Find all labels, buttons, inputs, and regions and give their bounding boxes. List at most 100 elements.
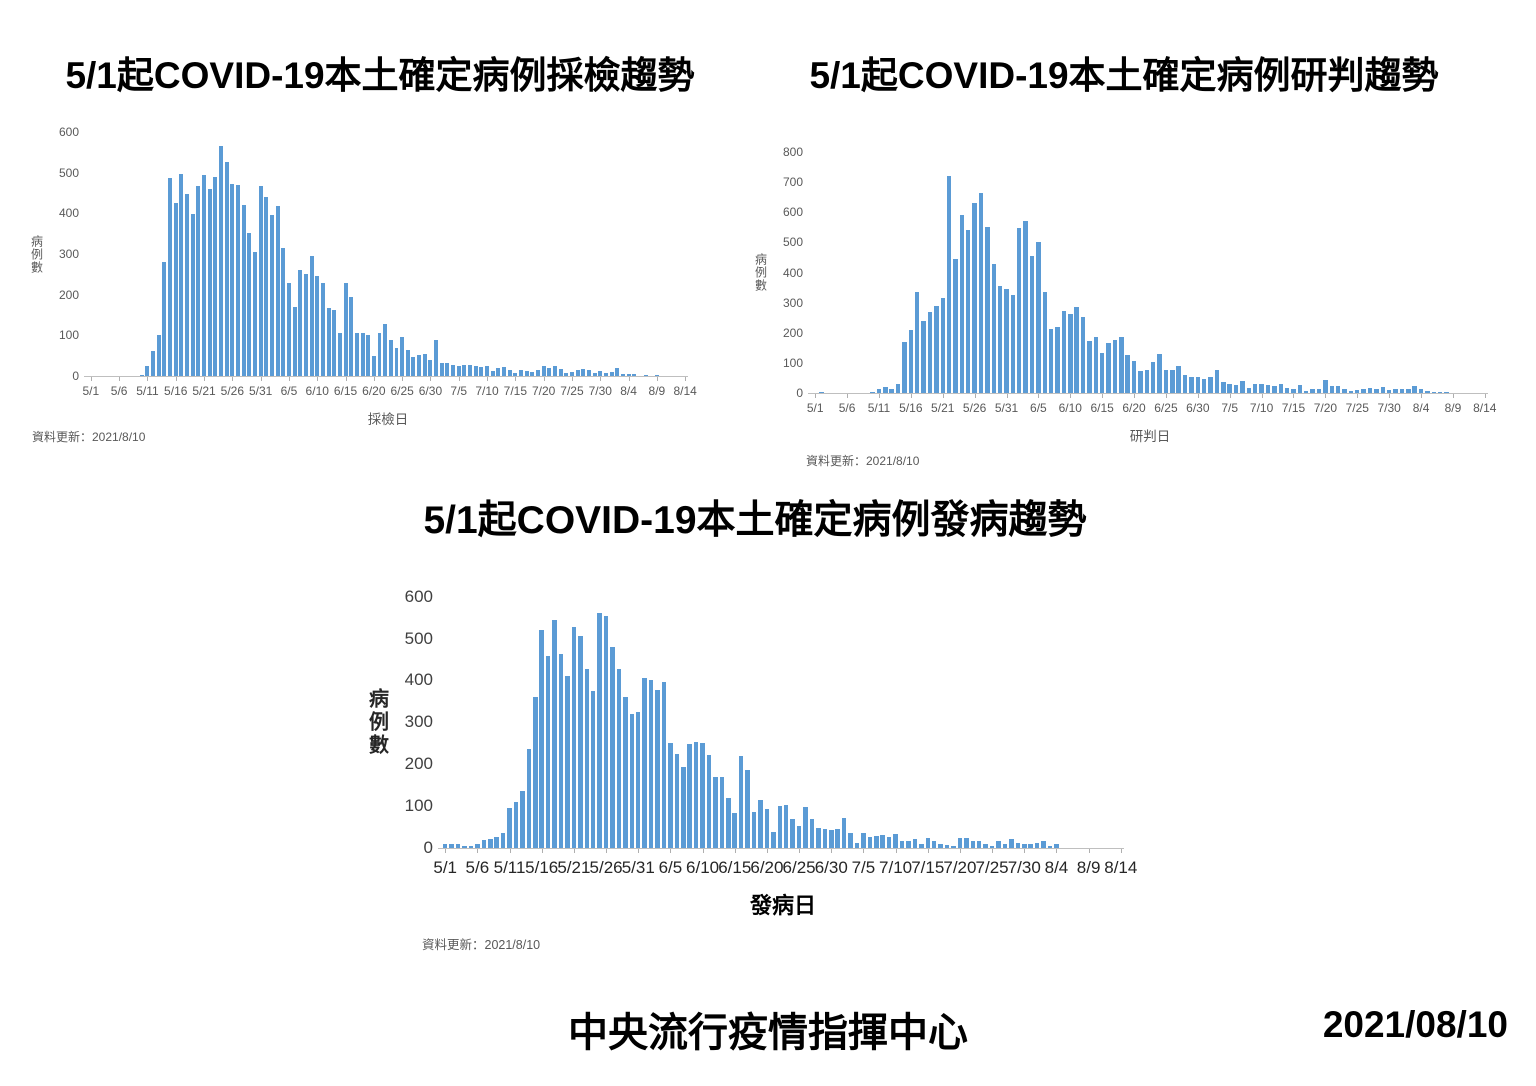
bar-5/28 — [241, 205, 246, 377]
y-tick-label: 400 — [404, 670, 433, 690]
x-tick-label: 8/9 — [1444, 401, 1462, 416]
x-tick-label: 5/31 — [621, 857, 655, 877]
bar-5/4 — [462, 845, 467, 848]
x-tick-label: 6/30 — [814, 857, 848, 877]
bar-7/3 — [445, 362, 450, 377]
x-tick-label: 8/4 — [1412, 401, 1430, 416]
bar-6/25 — [796, 825, 802, 848]
bar-5/22 — [207, 189, 212, 377]
bar-7/12 — [1272, 386, 1277, 394]
bar-5/13 — [889, 388, 894, 394]
bar-7/5 — [1227, 384, 1232, 394]
bar-6/29 — [422, 353, 427, 377]
bar-6/3 — [275, 206, 280, 377]
bar-7/22 — [1335, 385, 1341, 394]
bar-8/4 — [1418, 389, 1424, 394]
bar-5/23 — [584, 668, 589, 848]
update-note: 資料更新：2021/8/10 — [32, 430, 146, 444]
chart-sampling-body: 病例數 0 100 200 300 400 500 600 5/1 5/6 5/11 5/16 5/… — [24, 125, 736, 428]
x-tick-label: 8/14 — [1104, 857, 1138, 877]
bar-6/4 — [661, 682, 667, 848]
bar-7/18 — [1310, 388, 1315, 394]
x-tick-mark — [515, 376, 517, 382]
bar-6/19 — [1125, 354, 1130, 394]
bar-5/28 — [616, 668, 622, 848]
bar-7/13 — [912, 839, 918, 848]
x-tick-label: 6/10 — [305, 384, 329, 399]
y-tick-label: 700 — [782, 175, 803, 190]
x-tick-mark — [1421, 393, 1423, 399]
x-tick-mark — [445, 847, 447, 853]
bar-8/2 — [1041, 841, 1046, 848]
bar-5/12 — [151, 350, 156, 377]
bar-6/10 — [1068, 313, 1073, 394]
bar-6/5 — [668, 743, 673, 848]
bar-7/21 — [1329, 385, 1334, 394]
bar-6/21 — [377, 333, 382, 377]
bar-6/28 — [816, 827, 821, 848]
chart-sampling-title: 5/1起COVID-19本土確定病例採檢趨勢 — [65, 55, 695, 96]
y-axis-title: 病例數 — [29, 234, 44, 274]
x-tick-label: 6/30 — [1186, 401, 1210, 416]
bar-5/20 — [934, 306, 939, 394]
bar-7/17 — [524, 371, 529, 377]
x-tick-mark — [1134, 393, 1136, 399]
y-tick-label: 400 — [58, 206, 79, 221]
bar-6/1 — [642, 678, 647, 848]
bar-5/25 — [224, 161, 229, 377]
bar-7/6 — [867, 837, 873, 848]
bar-5/21 — [940, 298, 945, 394]
y-tick-label: 200 — [404, 754, 433, 774]
bar-6/23 — [388, 339, 393, 377]
bar-7/25 — [569, 372, 574, 377]
x-tick-mark — [959, 847, 961, 853]
bar-8/3 — [620, 374, 625, 377]
y-tick-label: 500 — [782, 235, 803, 250]
x-tick-label: 7/10 — [475, 384, 499, 399]
bar-6/20 — [1131, 360, 1137, 394]
bar-5/23 — [213, 176, 218, 377]
bar-6/23 — [783, 805, 789, 848]
x-tick-mark — [541, 847, 543, 853]
bar-7/9 — [479, 367, 484, 377]
bar-6/19 — [758, 799, 763, 848]
bar-7/4 — [451, 364, 456, 377]
x-tick-mark — [685, 376, 687, 382]
bar-6/26 — [405, 349, 410, 377]
bar-5/31 — [258, 186, 263, 377]
x-tick-mark — [942, 393, 944, 399]
y-tick-label: 0 — [72, 369, 79, 384]
bar-5/9 — [863, 392, 869, 394]
bar-5/30 — [629, 713, 635, 848]
bar-6/10 — [700, 743, 705, 848]
bar-6/2 — [648, 680, 654, 848]
bar-5/27 — [610, 646, 615, 848]
bar-6/13 — [1087, 340, 1092, 394]
plot-area: 5/1 5/6 5/11 5/16 5/21 5/26 5/31 6/5 6/10 6/15 6/2… — [433, 597, 1137, 877]
bar-7/14 — [507, 370, 512, 377]
bar-5/17 — [914, 292, 920, 394]
x-tick-mark — [628, 376, 630, 382]
x-tick-label: 7/30 — [588, 384, 612, 399]
bar-6/21 — [1138, 370, 1143, 394]
bar-6/4 — [281, 248, 286, 377]
x-tick-label: 6/15 — [1090, 401, 1114, 416]
bar-5/10 — [870, 391, 875, 394]
bar-5/18 — [552, 619, 557, 848]
x-tick-label: 7/25 — [1345, 401, 1369, 416]
x-tick-label: 8/14 — [673, 384, 697, 399]
bar-5/26 — [972, 203, 977, 394]
bar-5/12 — [513, 801, 519, 848]
bar-7/12 — [496, 367, 501, 377]
x-axis-title: 採檢日 — [367, 412, 409, 428]
x-tick-label: 6/20 — [750, 857, 784, 877]
y-tick-label: 200 — [782, 325, 803, 340]
bar-5/27 — [236, 184, 240, 377]
y-tick-label: 600 — [404, 586, 433, 606]
bar-5/15 — [168, 177, 173, 377]
bar-6/5 — [286, 282, 291, 377]
x-tick-label: 6/5 — [280, 384, 298, 399]
bar-6/18 — [1119, 336, 1124, 394]
bar-8/7 — [1437, 391, 1443, 394]
x-tick-mark — [670, 847, 672, 853]
